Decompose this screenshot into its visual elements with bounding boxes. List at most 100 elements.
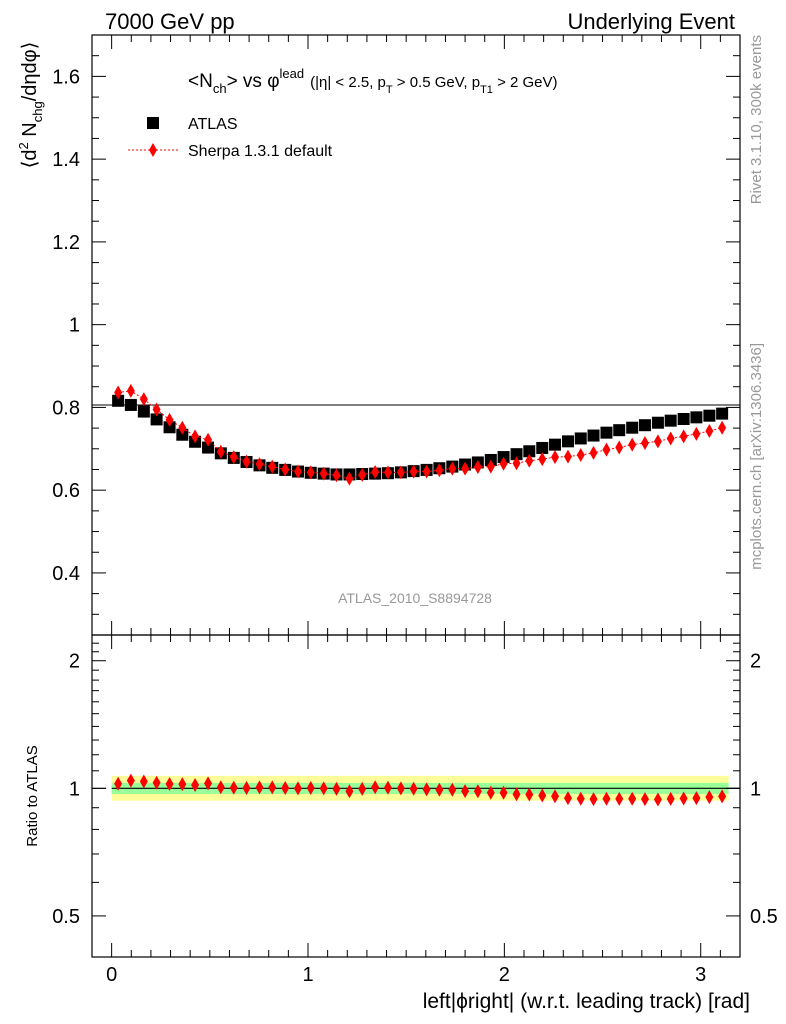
sherpa-point: [409, 464, 418, 479]
sherpa-point: [345, 471, 354, 486]
ratio-y-axis: 0.5 0.5 1 1 2 2: [52, 642, 778, 958]
ratio-point: [589, 792, 598, 807]
sherpa-point: [538, 452, 547, 467]
legend-atlas-marker: [147, 117, 159, 129]
rivet-info: Rivet 3.1.10, 300k events: [748, 35, 765, 204]
sherpa-point: [525, 453, 534, 468]
ratio-point: [525, 787, 534, 802]
sherpa-point: [602, 442, 611, 457]
sherpa-point: [692, 426, 701, 441]
atlas-point: [137, 405, 150, 418]
sherpa-point: [705, 424, 714, 438]
header-right: Underlying Event: [567, 9, 735, 34]
ratio-point: [383, 780, 392, 795]
sherpa-point: [126, 383, 135, 398]
main-title: <Nch> vs φlead(|η| < 2.5, pT > 0.5 GeV, …: [188, 66, 558, 96]
sherpa-point: [422, 464, 431, 479]
sherpa-point: [448, 461, 457, 476]
ratio-point: [473, 784, 482, 799]
ratio-point: [409, 781, 418, 796]
ratio-y-tick-label: 0.5: [52, 906, 80, 928]
ratio-point: [551, 789, 560, 804]
ratio-point: [615, 791, 624, 806]
atlas-point: [587, 429, 600, 442]
ratio-point: [435, 782, 444, 797]
sherpa-point: [281, 462, 290, 477]
mcplots-info: mcplots.cern.ch [arXiv:1306.3436]: [748, 343, 765, 570]
sherpa-point: [640, 436, 649, 450]
ratio-point: [512, 787, 521, 802]
atlas-point: [510, 448, 523, 461]
sherpa-point: [268, 459, 277, 474]
atlas-point: [536, 441, 549, 454]
atlas-point: [613, 424, 626, 437]
atlas-point: [664, 414, 677, 427]
sherpa-point: [178, 420, 187, 435]
ratio-point: [178, 777, 187, 792]
sherpa-point: [216, 444, 225, 459]
atlas-point: [690, 411, 703, 424]
atlas-point: [574, 432, 587, 445]
sherpa-point: [486, 459, 495, 474]
atlas-point: [163, 421, 176, 434]
x-tick-label: 1: [302, 964, 313, 986]
sherpa-point: [358, 467, 367, 482]
ratio-point: [538, 788, 547, 803]
sherpa-point: [551, 450, 560, 465]
ratio-point: [499, 785, 508, 800]
sherpa-point: [615, 440, 624, 455]
sherpa-point: [293, 464, 302, 479]
sherpa-point: [332, 468, 341, 483]
main-y-tick-label: 0.6: [52, 480, 80, 502]
ratio-y-tick-label: 2: [69, 651, 80, 673]
atlas-point: [716, 407, 729, 420]
legend-sherpa-marker: [149, 143, 157, 157]
ratio-point: [461, 784, 470, 799]
sherpa-point: [306, 465, 315, 480]
sherpa-point: [371, 464, 380, 479]
sherpa-point: [679, 429, 688, 444]
ratio-point: [396, 781, 405, 796]
main-y-tick-label: 0.8: [52, 397, 80, 419]
atlas-point: [176, 428, 189, 441]
sherpa-point: [435, 463, 444, 478]
atlas-point: [523, 445, 536, 458]
ratio-point: [718, 789, 727, 804]
sherpa-point: [383, 465, 392, 480]
atlas-point: [202, 441, 215, 454]
atlas-point: [651, 416, 664, 429]
x-tick-label: 0: [106, 964, 117, 986]
analysis-watermark: ATLAS_2010_S8894728: [338, 590, 492, 606]
sherpa-point: [165, 412, 174, 427]
main-panel: ATLAS_2010_S8894728 0.40.60.811.21.41.6 …: [16, 34, 741, 636]
ratio-point: [705, 790, 714, 805]
ratio-point: [242, 780, 251, 795]
atlas-point: [561, 435, 574, 448]
sherpa-point: [628, 437, 637, 452]
atlas-point: [124, 398, 137, 411]
atlas-point: [549, 438, 562, 451]
sherpa-point: [461, 461, 470, 476]
main-y-tick-label: 0.4: [52, 563, 80, 585]
ratio-point: [422, 782, 431, 797]
main-y-axis: 0.4 0.6 0.8 1 1.2 1.4 1.6: [52, 34, 740, 615]
ratio-point: [448, 782, 457, 797]
ratio-point: [229, 780, 238, 795]
main-y-label: ⟨d2 Nchg/dηdφ⟩: [16, 42, 45, 169]
ratio-point: [126, 773, 135, 788]
main-y-tick-label: 1.6: [52, 66, 80, 88]
ratio-panel: 0.5 0.5 1 1 2 2 0 1 2 3 Ratio to ATLAS left|ϕrig…: [24, 634, 778, 1013]
sherpa-point: [396, 465, 405, 480]
sherpa-point: [718, 420, 727, 435]
ratio-point: [563, 791, 572, 806]
x-tick-label: 2: [499, 964, 510, 986]
atlas-point: [600, 426, 613, 439]
sherpa-point: [242, 454, 251, 469]
sherpa-point: [589, 445, 598, 460]
sherpa-point: [666, 431, 675, 446]
ratio-point: [281, 780, 290, 795]
ratio-y-tick-label-right: 2: [750, 651, 761, 673]
atlas-point: [150, 413, 163, 426]
x-axis-label: left|ϕright| (w.r.t. leading track) [rad…: [423, 990, 750, 1013]
